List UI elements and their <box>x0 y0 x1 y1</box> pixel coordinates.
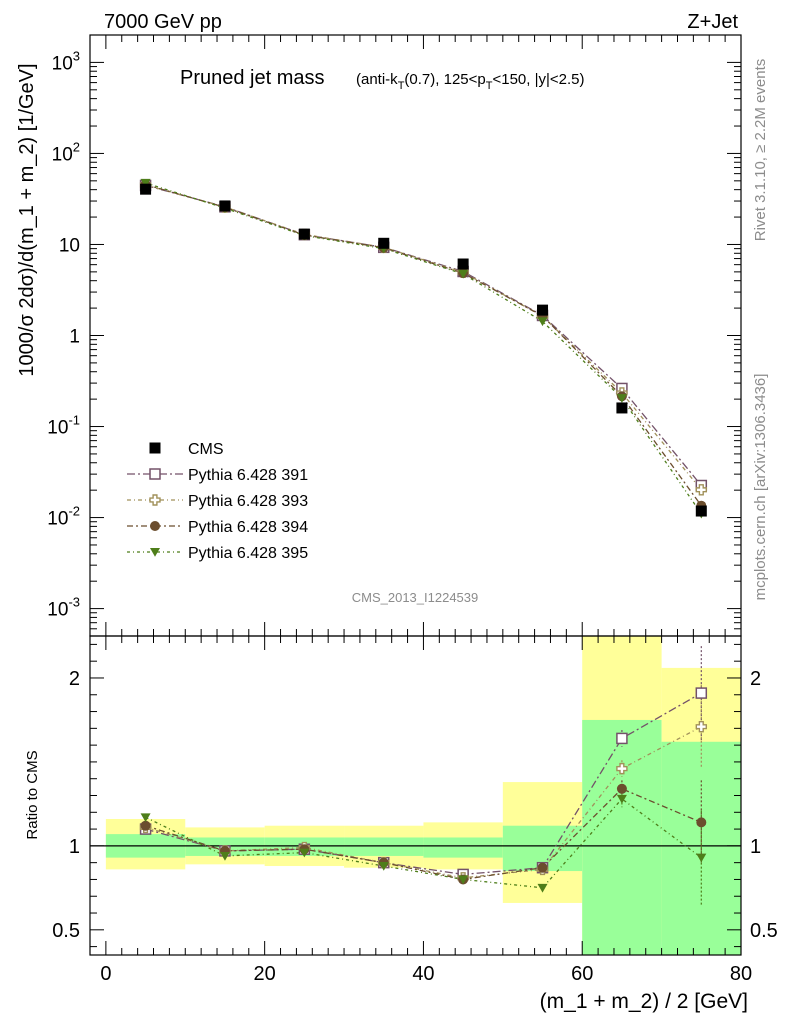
main-y-tick-label: 10-2 <box>47 504 80 530</box>
stat-uncertainty-band-6 <box>582 719 662 955</box>
series-line-1 <box>145 184 702 486</box>
y-tick-base: 10 <box>47 509 68 530</box>
ratio-point-2-5 <box>537 862 548 873</box>
y-tick-base: 10 <box>52 144 73 165</box>
ratio-point-3-6 <box>616 794 627 804</box>
ratio-y-tick-label-right: 1 <box>750 836 761 858</box>
data-point-0-7 <box>695 505 707 517</box>
data-point-0-3 <box>378 237 390 249</box>
ratio-series-line-2 <box>145 788 702 881</box>
y-tick-exponent: -2 <box>68 504 80 519</box>
legend-marker-1 <box>149 468 161 480</box>
ratio-y-tick-label-left: 1 <box>69 836 80 858</box>
legend-label-2: Pythia 6.428 393 <box>188 493 308 510</box>
ratio-point-3-4 <box>458 875 469 885</box>
chart-title: Pruned jet mass <box>180 67 325 89</box>
ratio-point-2-6 <box>616 783 627 794</box>
main-y-tick-label: 102 <box>52 139 80 165</box>
ratio-point-2-0 <box>140 820 151 831</box>
ratio-point-3-2 <box>299 848 310 858</box>
data-point-0-6 <box>616 402 628 414</box>
y-tick-base: 10 <box>52 53 73 74</box>
ratio-point-3-7 <box>696 853 707 863</box>
ratio-point-2-7 <box>696 817 707 828</box>
ratio-series-line-0 <box>145 692 702 876</box>
ratio-point-1-7 <box>695 720 708 733</box>
main-y-tick-label: 1 <box>69 327 80 348</box>
series-line-3 <box>145 183 702 507</box>
legend-label-0: CMS <box>188 441 224 458</box>
ratio-point-3-5 <box>537 883 548 893</box>
data-point-0-1 <box>219 200 231 212</box>
legend-label-4: Pythia 6.428 395 <box>188 545 308 562</box>
x-axis-label: (m_1 + m_2) / 2 [GeV] <box>540 990 748 1013</box>
legend-marker-0 <box>149 442 161 454</box>
x-tick-label: 80 <box>730 963 752 985</box>
main-y-tick-label: 10-1 <box>47 413 80 439</box>
mcplots-label: mcplots.cern.ch [arXiv:1306.3436] <box>752 374 769 601</box>
y-tick-exponent: 2 <box>73 139 80 154</box>
analysis-label: CMS_2013_I1224539 <box>352 590 479 605</box>
x-tick-label: 40 <box>412 963 434 985</box>
ratio-point-3-3 <box>378 862 389 871</box>
rivet-version-label: Rivet 3.1.10, ≥ 2.2M events <box>752 59 769 242</box>
data-point-0-2 <box>298 228 310 240</box>
legend-marker-3 <box>150 521 160 531</box>
data-point-0-4 <box>457 258 469 270</box>
legend-label-1: Pythia 6.428 391 <box>188 467 308 484</box>
ratio-point-0-6 <box>616 732 628 745</box>
data-point-0-0 <box>140 183 152 195</box>
ratio-y-axis-label: Ratio to CMS <box>24 750 41 839</box>
ratio-y-tick-label-right: 0.5 <box>750 920 778 942</box>
ratio-y-tick-label-right: 2 <box>750 668 761 690</box>
series-line-4 <box>145 182 702 515</box>
data-point-4-6 <box>616 394 627 403</box>
main-y-tick-label: 10-3 <box>47 595 80 621</box>
main-y-axis-label: 1000/σ 2dσ)/d(m_1 + m_2) [1/GeV] <box>16 63 38 376</box>
y-tick-exponent: 3 <box>73 48 80 63</box>
chart-title-cuts: (anti-kT(0.7), 125<pT<150, |y|<2.5) <box>356 71 585 92</box>
legend: CMS Pythia 6.428 391 Pythia 6.428 393 Pythi… <box>127 441 308 562</box>
x-tick-label: 0 <box>100 963 111 985</box>
data-point-4-4 <box>458 269 469 279</box>
y-tick-base: 10 <box>47 600 68 621</box>
stat-uncertainty-band-3 <box>344 837 424 856</box>
data-point-2-7 <box>695 484 708 496</box>
data-point-0-5 <box>537 304 549 316</box>
main-y-tick-label: 10 <box>59 235 80 256</box>
y-tick-exponent: -3 <box>68 595 80 610</box>
ratio-y-tick-label-left: 0.5 <box>52 920 80 942</box>
legend-marker-2 <box>149 494 161 506</box>
x-tick-label: 20 <box>254 963 276 985</box>
data-point-4-5 <box>537 317 548 327</box>
ratio-series-line-3 <box>145 798 702 889</box>
ratio-y-tick-label-left: 2 <box>69 668 80 690</box>
ratio-point-3-0 <box>140 813 151 823</box>
process-label: Z+Jet <box>687 11 738 33</box>
stat-uncertainty-band-4 <box>423 837 503 858</box>
ratio-point-3-1 <box>219 851 230 861</box>
legend-label-3: Pythia 6.428 394 <box>188 519 308 536</box>
ratio-point-1-6 <box>616 762 628 775</box>
energy-label: 7000 GeV pp <box>104 11 222 33</box>
y-tick-base: 10 <box>47 418 68 439</box>
ratio-point-0-7 <box>695 687 708 699</box>
legend-marker-4 <box>150 548 160 557</box>
series-line-2 <box>145 184 702 491</box>
y-tick-exponent: -1 <box>68 413 80 428</box>
x-tick-label: 60 <box>571 963 593 985</box>
data-point-4-0 <box>140 178 151 188</box>
main-y-tick-label: 103 <box>52 48 80 74</box>
